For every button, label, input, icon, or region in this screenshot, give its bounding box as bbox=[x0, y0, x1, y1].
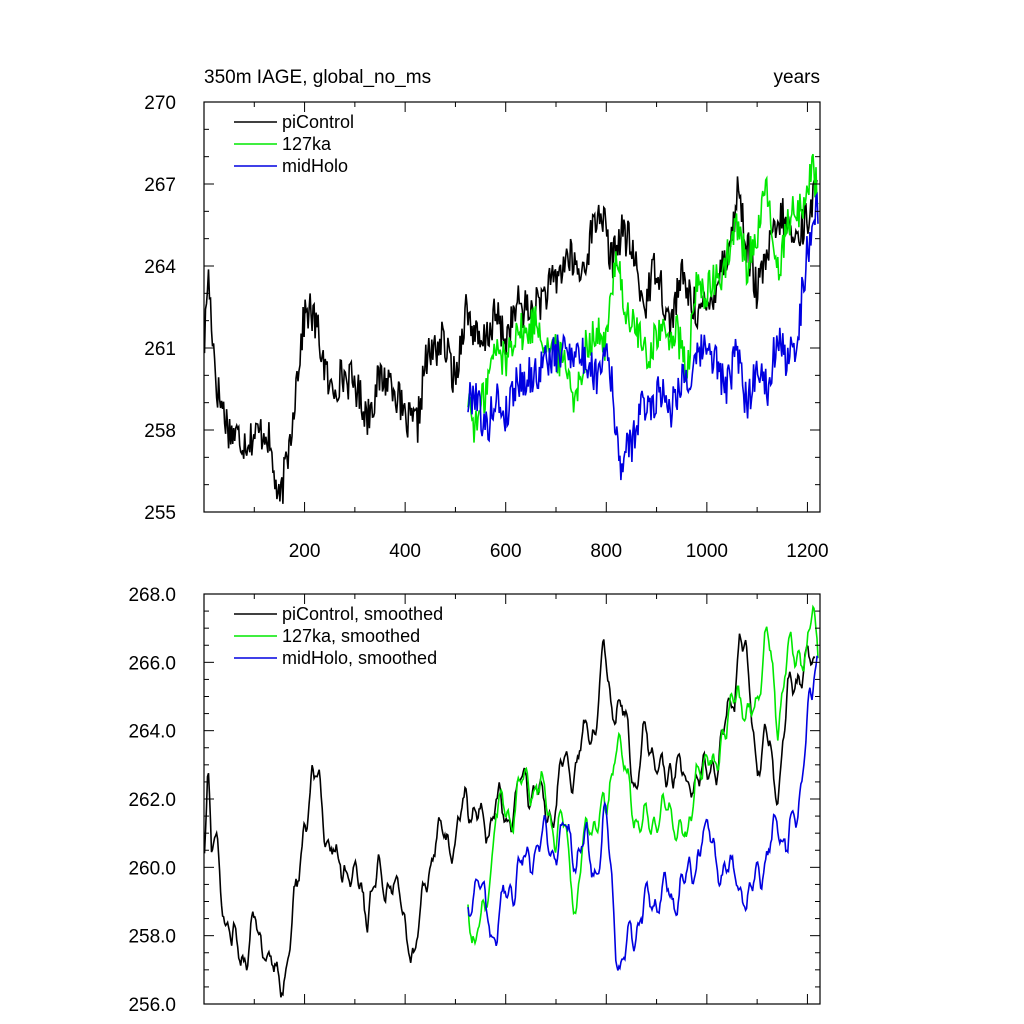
legend-label: 127ka bbox=[282, 134, 332, 154]
plot-lines bbox=[203, 153, 819, 504]
legend-label: midHolo, smoothed bbox=[282, 648, 437, 668]
series-line-127ka-smoothed bbox=[467, 604, 819, 947]
series-line-midholo-smoothed bbox=[467, 655, 819, 971]
y-tick-label: 262.0 bbox=[128, 790, 176, 811]
x-tick-label: 200 bbox=[289, 541, 321, 562]
y-tick-labels: 256.0 258.0 260.0 262.0 264.0 266.0 268.0 bbox=[128, 585, 176, 1016]
x-tick-label: 400 bbox=[389, 541, 421, 562]
y-tick-label: 268.0 bbox=[128, 585, 176, 606]
y-tick-labels: 255 258 261 264 267 270 bbox=[144, 93, 176, 524]
panel-title: 350m IAGE, global_no_ms bbox=[204, 67, 431, 88]
axis-ticks bbox=[204, 101, 820, 513]
legend-label: 127ka, smoothed bbox=[282, 626, 420, 646]
y-tick-label: 270 bbox=[144, 93, 176, 114]
y-tick-label: 266.0 bbox=[128, 653, 176, 674]
y-tick-label: 258 bbox=[144, 421, 176, 442]
legend-label: piControl, smoothed bbox=[282, 604, 443, 624]
y-tick-label: 264 bbox=[144, 257, 176, 278]
y-tick-label: 267 bbox=[144, 175, 176, 196]
x-tick-label: 1200 bbox=[786, 541, 828, 562]
x-tick-label: 800 bbox=[590, 541, 622, 562]
bottom-panel: 256.0 258.0 260.0 262.0 264.0 266.0 268.0 piCo… bbox=[128, 585, 821, 1016]
plot-lines bbox=[203, 604, 819, 998]
legend-label: midHolo bbox=[282, 156, 348, 176]
x-tick-label: 600 bbox=[490, 541, 522, 562]
series-line-midholo bbox=[467, 191, 819, 481]
axis-ticks bbox=[204, 593, 820, 1005]
y-tick-label: 258.0 bbox=[128, 927, 176, 948]
series-line-picontrol bbox=[203, 176, 818, 504]
y-tick-label: 264.0 bbox=[128, 722, 176, 743]
series-line-127ka bbox=[467, 153, 819, 443]
y-tick-label: 255 bbox=[144, 503, 176, 524]
y-tick-label: 261 bbox=[144, 339, 176, 360]
units-label: years bbox=[774, 67, 820, 88]
top-plot-frame bbox=[203, 101, 821, 513]
x-tick-label: 1000 bbox=[686, 541, 728, 562]
y-tick-label: 260.0 bbox=[128, 858, 176, 879]
legend-label: piControl bbox=[282, 112, 354, 132]
top-panel: 350m IAGE, global_no_ms years 2552582612… bbox=[144, 67, 828, 562]
y-tick-label: 256.0 bbox=[128, 995, 176, 1016]
x-tick-labels: 200 400 600 800 1000 1200 bbox=[289, 541, 829, 562]
